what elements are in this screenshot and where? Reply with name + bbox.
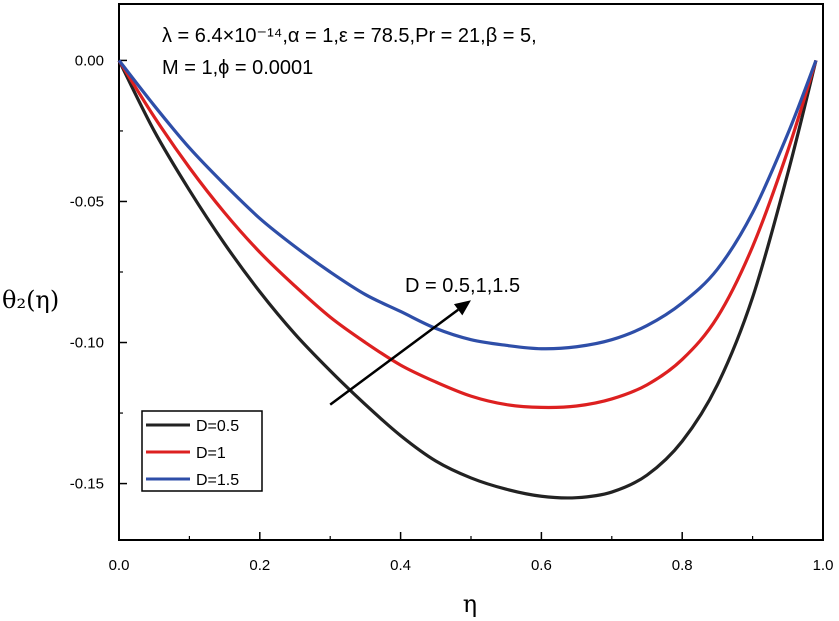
series-line-d-1-5 <box>117 59 818 351</box>
legend: D=0.5 D=1 D=1.5 <box>141 410 263 492</box>
x-tick-label: 1.0 <box>813 557 834 574</box>
y-tick-label: -0.10 <box>70 335 104 352</box>
params-line-1: λ = 6.4×10⁻¹⁴,α = 1,ε = 78.5,Pr = 21,β =… <box>162 25 537 47</box>
y-axis-title: θ₂(η) <box>2 286 59 314</box>
legend-label-d0-5: D=0.5 <box>196 418 239 435</box>
x-tick-label: 0.0 <box>109 557 130 574</box>
series-line-d-0-5 <box>117 59 818 500</box>
y-tick-label: -0.15 <box>70 476 104 493</box>
axis-tick-labels: 0.0 0.2 0.4 0.6 0.8 1.0 0.00 -0.05 -0.10 -0.15 <box>70 52 834 574</box>
legend-label-d1-5: D=1.5 <box>196 472 239 489</box>
legend-label-d1: D=1 <box>196 445 226 462</box>
x-tick-label: 0.8 <box>672 557 693 574</box>
x-tick-label: 0.4 <box>390 557 411 574</box>
series-line-d-1 <box>117 59 818 410</box>
x-tick-label: 0.6 <box>531 557 552 574</box>
trend-arrow-line <box>329 308 459 406</box>
trend-arrow-label: D = 0.5,1,1.5 <box>405 275 520 297</box>
series-lines <box>117 59 818 500</box>
trend-arrow-head <box>453 300 471 316</box>
y-tick-label: 0.00 <box>75 52 104 69</box>
x-tick-label: 0.2 <box>249 557 270 574</box>
params-line-2: M = 1,ϕ = 0.0001 <box>162 57 313 79</box>
x-axis-title: η <box>463 590 477 618</box>
y-tick-label: -0.05 <box>70 193 104 210</box>
